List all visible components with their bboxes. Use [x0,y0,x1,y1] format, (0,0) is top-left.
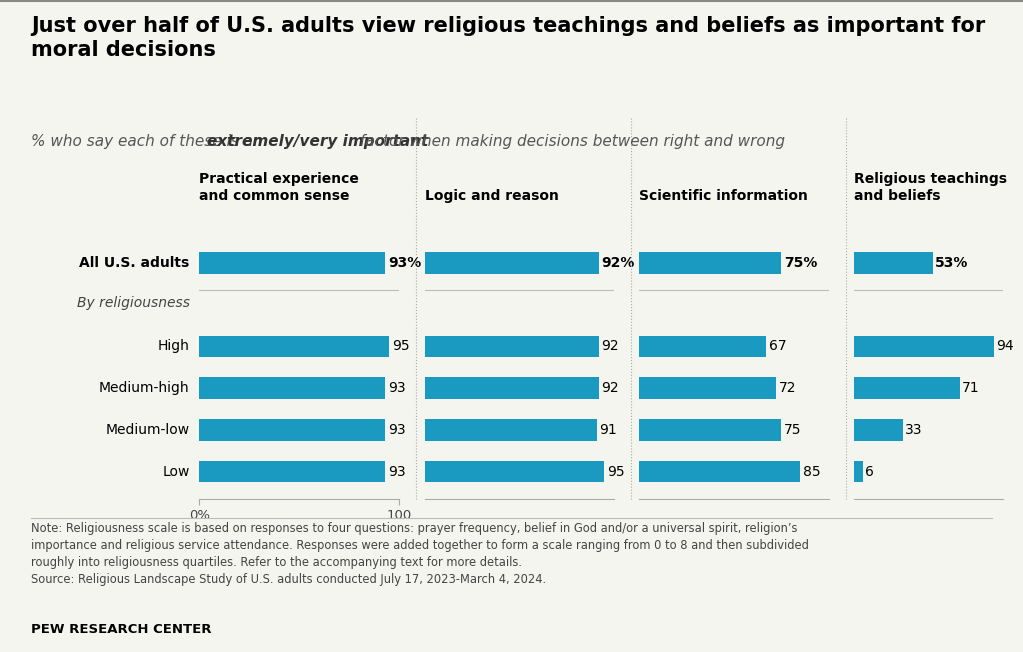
Text: 95: 95 [392,340,409,353]
Text: Note: Religiousness scale is based on responses to four questions: prayer freque: Note: Religiousness scale is based on re… [31,522,808,585]
Text: Just over half of U.S. adults view religious teachings and beliefs as important : Just over half of U.S. adults view relig… [31,16,985,60]
Bar [639,419,782,441]
Text: 67: 67 [769,340,787,353]
Text: 53%: 53% [935,256,969,270]
Bar [425,336,598,357]
Text: 93%: 93% [388,256,421,270]
Text: % who say each of these is an: % who say each of these is an [31,134,267,149]
Bar [854,378,960,399]
Bar [639,461,800,482]
Text: Practical experience
and common sense: Practical experience and common sense [199,171,359,203]
Text: 71: 71 [962,381,979,395]
Text: 6: 6 [865,465,875,479]
Bar [199,252,385,274]
Text: High: High [158,340,189,353]
Text: 33: 33 [905,423,923,437]
Text: 92%: 92% [602,256,635,270]
Bar [199,378,385,399]
Bar [854,419,903,441]
Text: 85: 85 [803,465,820,479]
Text: Medium-high: Medium-high [99,381,189,395]
Text: 94: 94 [995,340,1014,353]
Text: 92: 92 [602,340,619,353]
Text: 92: 92 [602,381,619,395]
Text: 75%: 75% [785,256,817,270]
Bar [639,336,766,357]
Bar [854,336,993,357]
Bar [854,252,933,274]
Text: 95: 95 [608,465,625,479]
Bar [639,252,782,274]
Text: 72: 72 [779,381,796,395]
Bar [199,419,385,441]
Bar [854,461,863,482]
Text: 91: 91 [599,423,617,437]
Text: 93: 93 [388,423,406,437]
Text: PEW RESEARCH CENTER: PEW RESEARCH CENTER [31,623,211,636]
Text: extremely/very important: extremely/very important [207,134,429,149]
Bar [425,419,596,441]
Text: Religious teachings
and beliefs: Religious teachings and beliefs [854,171,1008,203]
Text: Scientific information: Scientific information [639,189,808,203]
Bar [425,378,598,399]
Bar [425,252,598,274]
Text: All U.S. adults: All U.S. adults [79,256,189,270]
Bar [639,378,775,399]
Text: 93: 93 [388,381,406,395]
Bar [199,461,385,482]
Text: By religiousness: By religiousness [77,295,189,310]
Bar [425,461,605,482]
Bar [199,336,389,357]
Text: 75: 75 [785,423,802,437]
Text: Low: Low [162,465,189,479]
Text: factor when making decisions between right and wrong: factor when making decisions between rig… [355,134,786,149]
Text: Logic and reason: Logic and reason [425,189,559,203]
Text: Medium-low: Medium-low [105,423,189,437]
Text: 93: 93 [388,465,406,479]
